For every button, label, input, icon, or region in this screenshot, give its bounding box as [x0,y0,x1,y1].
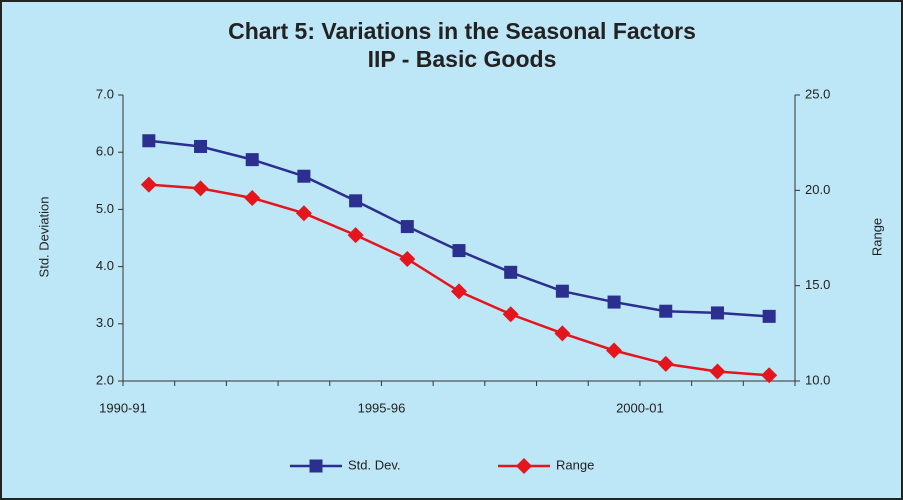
data-point [554,325,571,342]
data-point [295,205,312,222]
data-point [762,309,776,323]
data-point [659,304,673,318]
data-point [142,134,156,148]
data-point [710,306,724,320]
data-point [349,194,363,208]
data-point [502,306,519,323]
y-tick-label: 7.0 [96,86,114,101]
data-point [606,342,623,359]
data-point [245,153,259,167]
data-point [555,284,569,298]
x-tick-label: 1990-91 [99,400,147,415]
y-tick-label: 6.0 [96,144,114,159]
y-tick-label: 4.0 [96,258,114,273]
data-point [504,265,518,279]
legend-label: Std. Dev. [348,457,401,472]
y2-tick-label: 10.0 [805,372,830,387]
y-axis-label: Std. Deviation [36,197,51,278]
y2-tick-label: 15.0 [805,277,830,292]
data-point [297,169,311,183]
y2-tick-label: 20.0 [805,182,830,197]
data-point [607,295,621,309]
data-point [347,227,364,244]
data-point [452,244,466,258]
data-point [192,180,209,197]
y-tick-label: 3.0 [96,315,114,330]
legend-marker [309,459,323,473]
y2-axis-label: Range [869,218,884,256]
data-point [194,139,208,153]
data-point [657,355,674,372]
data-point [451,283,467,300]
chart-subtitle: IIP - Basic Goods [368,46,557,72]
y-tick-label: 5.0 [96,201,114,216]
chart-title: Chart 5: Variations in the Seasonal Fact… [228,18,696,44]
data-point [244,189,261,206]
data-point [400,220,414,234]
y-tick-label: 2.0 [96,372,114,387]
legend-label: Range [556,457,594,472]
x-tick-label: 1995-96 [358,400,406,415]
data-point [709,363,726,380]
legend-marker [516,458,532,474]
x-tick-label: 2000-01 [616,400,664,415]
data-point [140,176,157,193]
y2-tick-label: 25.0 [805,86,830,101]
data-point [399,250,416,267]
data-point [761,367,778,384]
